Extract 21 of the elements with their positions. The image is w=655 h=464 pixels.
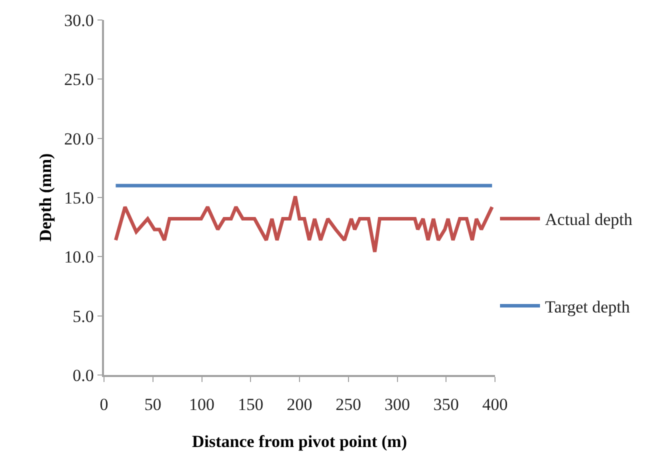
y-tick-label: 25.0 (64, 70, 94, 90)
x-tick-label: 250 (336, 395, 362, 414)
x-tick-label: 150 (238, 395, 264, 414)
y-tick-label: 30.0 (64, 10, 94, 30)
y-tick-label: 10.0 (64, 248, 94, 267)
x-axis-title: Distance from pivot point (m) (192, 432, 407, 452)
x-tick-label: 300 (384, 395, 410, 414)
x-tick-label: 200 (286, 395, 312, 414)
x-tick-label: 100 (189, 395, 214, 414)
legend-label: Target depth (545, 297, 630, 316)
y-tick-label: 5.0 (72, 306, 94, 326)
line-series (114, 194, 494, 254)
x-tick-label: 350 (433, 395, 459, 414)
y-tick-label: 15.0 (64, 188, 94, 208)
x-tick-label: 0 (100, 395, 108, 414)
y-tick-label: 0.0 (72, 366, 94, 385)
y-axis-title: Depth (mm) (36, 153, 56, 242)
x-tick-label: 400 (482, 395, 508, 414)
x-tick-label: 50 (144, 395, 162, 414)
y-tick-label: 20.0 (64, 129, 94, 148)
legend-label: Actual depth (545, 210, 633, 230)
